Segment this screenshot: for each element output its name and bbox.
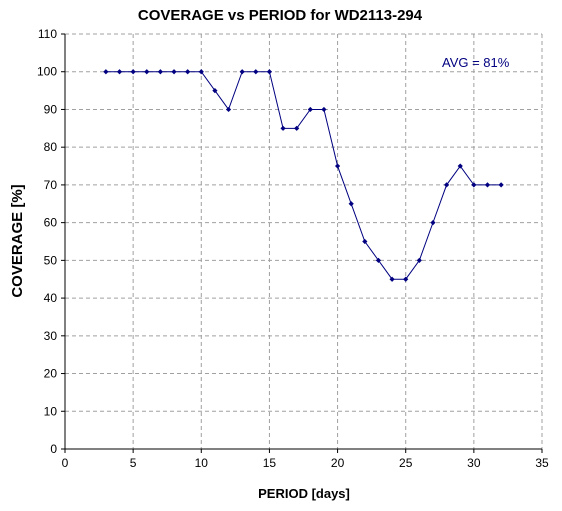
y-tick-label: 0 xyxy=(50,442,57,456)
y-tick-label: 40 xyxy=(44,291,58,305)
data-point xyxy=(375,257,382,263)
y-tick-label: 30 xyxy=(44,329,58,343)
data-point xyxy=(130,69,136,75)
y-tick-label: 90 xyxy=(44,102,58,116)
data-point xyxy=(225,106,232,113)
y-tick-label: 110 xyxy=(38,27,57,41)
x-tick-label: 35 xyxy=(535,456,549,470)
average-annotation: AVG = 81% xyxy=(442,55,510,70)
data-point xyxy=(362,238,368,245)
x-tick-label: 15 xyxy=(263,456,277,470)
data-point xyxy=(389,276,395,282)
y-tick-label: 10 xyxy=(44,404,58,418)
y-tick-label: 80 xyxy=(44,140,58,154)
y-axis-title: COVERAGE [%] xyxy=(9,184,26,297)
data-point xyxy=(239,69,245,75)
y-tick-label: 20 xyxy=(44,367,58,381)
plot-area: 0 5 10 15 20 25 30 35 0 10 20 30 40 50 60 70 80 90 100 110 xyxy=(37,27,549,470)
y-tick-label: 60 xyxy=(44,216,58,230)
data-point xyxy=(498,182,504,188)
data-point xyxy=(103,69,109,75)
x-tick-label: 5 xyxy=(130,456,137,470)
data-point xyxy=(321,106,327,113)
data-point xyxy=(348,201,354,207)
data-point xyxy=(403,276,409,282)
data-point xyxy=(484,182,491,188)
series-group xyxy=(103,69,504,282)
series-line xyxy=(105,71,502,280)
x-tick-label: 25 xyxy=(399,456,413,470)
data-point xyxy=(307,106,313,113)
data-point xyxy=(280,125,286,131)
data-point xyxy=(253,69,259,75)
data-point xyxy=(212,87,218,94)
data-point xyxy=(444,182,450,188)
data-point xyxy=(457,163,463,169)
chart-title: COVERAGE vs PERIOD for WD2113-294 xyxy=(138,7,423,24)
data-point xyxy=(416,257,422,263)
data-point xyxy=(185,69,191,75)
data-point xyxy=(171,69,177,75)
y-tick-label: 50 xyxy=(44,253,58,267)
x-tick-label: 30 xyxy=(467,456,481,470)
data-point xyxy=(116,69,123,75)
x-tick-label: 10 xyxy=(195,456,209,470)
data-point xyxy=(334,163,341,169)
data-point xyxy=(471,182,477,188)
y-axis-ticks: 0 10 20 30 40 50 60 70 80 90 100 110 xyxy=(37,27,65,456)
y-tick-label: 100 xyxy=(37,65,57,79)
data-point xyxy=(294,125,300,131)
y-tick-label: 70 xyxy=(44,178,58,192)
data-point xyxy=(157,69,163,75)
axes xyxy=(64,34,542,450)
x-tick-label: 20 xyxy=(331,456,345,470)
data-point xyxy=(266,69,273,75)
gridlines xyxy=(65,33,543,449)
data-point xyxy=(430,220,436,226)
data-point xyxy=(144,69,150,75)
data-point xyxy=(198,69,204,75)
x-axis-title: PERIOD [days] xyxy=(258,486,350,501)
x-axis-ticks: 0 5 10 15 20 25 30 35 xyxy=(62,449,549,470)
x-tick-label: 0 xyxy=(62,456,69,470)
